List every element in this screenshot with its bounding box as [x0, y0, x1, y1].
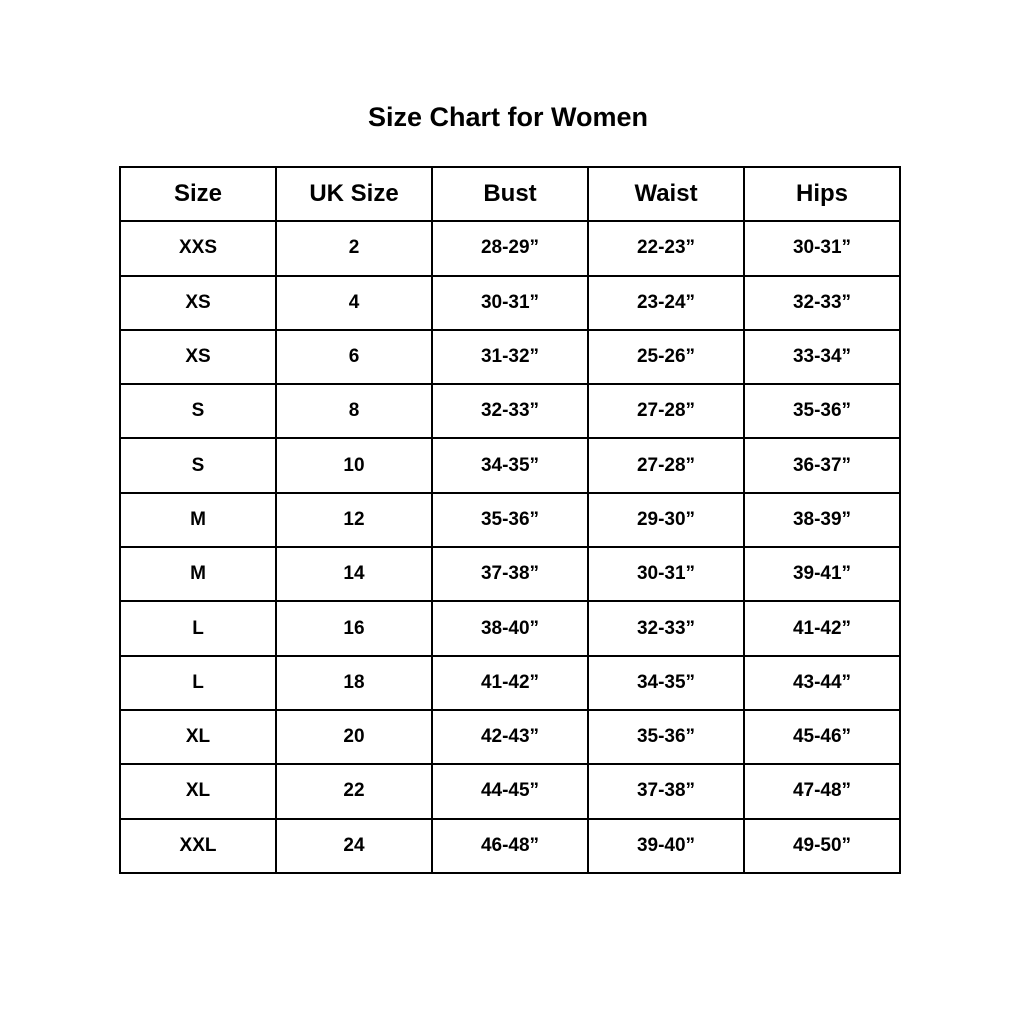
- cell-hips: 30-31”: [743, 220, 901, 277]
- cell-hips: 36-37”: [743, 437, 901, 494]
- table-row: XL 22 44-45” 37-38” 47-48”: [119, 763, 901, 820]
- cell-waist: 27-28”: [587, 383, 745, 440]
- column-header-size: Size: [119, 165, 277, 223]
- table-row: M 12 35-36” 29-30” 38-39”: [119, 491, 901, 549]
- cell-waist: 22-23”: [587, 220, 745, 277]
- cell-hips: 32-33”: [743, 274, 901, 331]
- cell-waist: 39-40”: [587, 817, 745, 874]
- table-row: XXS 2 28-29” 22-23” 30-31”: [119, 220, 901, 277]
- cell-size: XL: [119, 763, 277, 820]
- table-row: S 8 32-33” 27-28” 35-36”: [119, 383, 901, 440]
- cell-bust: 34-35”: [431, 437, 589, 494]
- cell-waist: 29-30”: [587, 491, 745, 549]
- cell-uk-size: 8: [275, 383, 433, 440]
- cell-bust: 35-36”: [431, 491, 589, 549]
- cell-size: S: [119, 437, 277, 494]
- cell-bust: 46-48”: [431, 817, 589, 874]
- cell-size: XL: [119, 708, 277, 766]
- cell-uk-size: 16: [275, 600, 433, 657]
- cell-bust: 30-31”: [431, 274, 589, 331]
- cell-size: XXS: [119, 220, 277, 277]
- cell-waist: 35-36”: [587, 708, 745, 766]
- cell-size: XXL: [119, 817, 277, 874]
- cell-hips: 41-42”: [743, 600, 901, 657]
- column-header-waist: Waist: [587, 165, 745, 223]
- column-header-hips: Hips: [743, 165, 901, 223]
- table-row: XXL 24 46-48” 39-40” 49-50”: [119, 817, 901, 874]
- cell-hips: 35-36”: [743, 383, 901, 440]
- cell-waist: 34-35”: [587, 654, 745, 711]
- cell-hips: 47-48”: [743, 763, 901, 820]
- cell-bust: 31-32”: [431, 328, 589, 386]
- cell-hips: 49-50”: [743, 817, 901, 874]
- cell-size: L: [119, 654, 277, 711]
- cell-uk-size: 14: [275, 546, 433, 603]
- cell-uk-size: 4: [275, 274, 433, 331]
- cell-bust: 44-45”: [431, 763, 589, 820]
- cell-waist: 32-33”: [587, 600, 745, 657]
- cell-waist: 37-38”: [587, 763, 745, 820]
- cell-size: L: [119, 600, 277, 657]
- cell-hips: 43-44”: [743, 654, 901, 711]
- cell-hips: 33-34”: [743, 328, 901, 386]
- cell-waist: 27-28”: [587, 437, 745, 494]
- cell-size: S: [119, 383, 277, 440]
- cell-uk-size: 24: [275, 817, 433, 874]
- column-header-bust: Bust: [431, 165, 589, 223]
- cell-uk-size: 20: [275, 708, 433, 766]
- header-row: Size UK Size Bust Waist Hips: [119, 165, 901, 223]
- cell-uk-size: 6: [275, 328, 433, 386]
- column-header-uk-size: UK Size: [275, 165, 433, 223]
- cell-uk-size: 10: [275, 437, 433, 494]
- table-row: L 18 41-42” 34-35” 43-44”: [119, 654, 901, 711]
- cell-size: XS: [119, 274, 277, 331]
- page-title: Size Chart for Women: [367, 102, 649, 132]
- cell-waist: 25-26”: [587, 328, 745, 386]
- cell-bust: 28-29”: [431, 220, 589, 277]
- cell-bust: 42-43”: [431, 708, 589, 766]
- cell-hips: 45-46”: [743, 708, 901, 766]
- cell-uk-size: 18: [275, 654, 433, 711]
- cell-uk-size: 2: [275, 220, 433, 277]
- table-row: S 10 34-35” 27-28” 36-37”: [119, 437, 901, 494]
- cell-bust: 38-40”: [431, 600, 589, 657]
- cell-uk-size: 12: [275, 491, 433, 549]
- cell-size: M: [119, 491, 277, 549]
- table-row: M 14 37-38” 30-31” 39-41”: [119, 546, 901, 603]
- table-row: XL 20 42-43” 35-36” 45-46”: [119, 708, 901, 766]
- cell-size: M: [119, 546, 277, 603]
- cell-waist: 30-31”: [587, 546, 745, 603]
- table-body: XXS 2 28-29” 22-23” 30-31” XS 4 30-31” 23-24” 32-…: [119, 220, 901, 874]
- table-row: XS 4 30-31” 23-24” 32-33”: [119, 274, 901, 331]
- cell-bust: 37-38”: [431, 546, 589, 603]
- cell-hips: 39-41”: [743, 546, 901, 603]
- table-row: XS 6 31-32” 25-26” 33-34”: [119, 328, 901, 386]
- cell-size: XS: [119, 328, 277, 386]
- size-chart-table: Size UK Size Bust Waist Hips XXS 2 28-29” 22-23…: [119, 165, 901, 874]
- cell-hips: 38-39”: [743, 491, 901, 549]
- cell-bust: 32-33”: [431, 383, 589, 440]
- cell-uk-size: 22: [275, 763, 433, 820]
- cell-waist: 23-24”: [587, 274, 745, 331]
- cell-bust: 41-42”: [431, 654, 589, 711]
- table-row: L 16 38-40” 32-33” 41-42”: [119, 600, 901, 657]
